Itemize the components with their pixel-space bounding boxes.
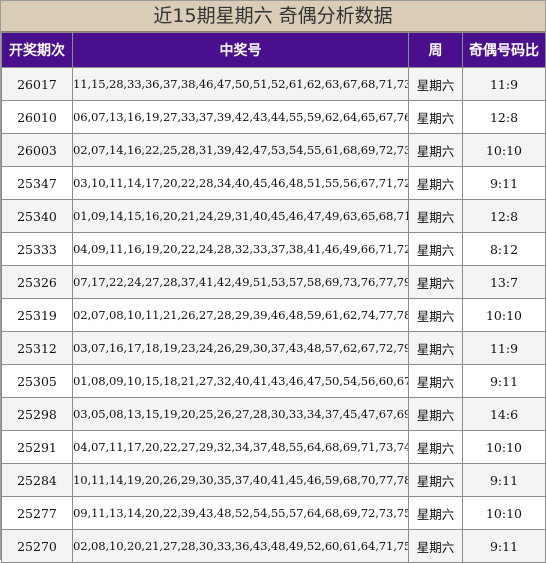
cell-week: 星期六: [408, 331, 463, 365]
cell-ratio: 9:11: [462, 529, 546, 563]
cell-week: 星期六: [408, 166, 463, 200]
table-row: 25326 07,17,22,24,27,28,37,41,42,49,51,53…: [1, 265, 546, 299]
cell-numbers: 04,09,11,16,19,20,22,24,28,32,33,37,38,4…: [72, 232, 409, 266]
cell-numbers: 02,07,14,16,22,25,28,31,39,42,47,53,54,5…: [72, 133, 409, 167]
table-row: 25298 03,05,08,13,15,19,20,25,26,27,28,30…: [1, 397, 546, 431]
cell-period: 25298: [1, 397, 73, 431]
cell-week: 星期六: [408, 364, 463, 398]
cell-ratio: 12:8: [462, 100, 546, 134]
cell-numbers: 10,11,14,19,20,26,29,30,35,37,40,41,45,4…: [72, 463, 409, 497]
table-row: 25333 04,09,11,16,19,20,22,24,28,32,33,37…: [1, 232, 546, 266]
header-week: 周: [408, 32, 463, 68]
cell-week: 星期六: [408, 199, 463, 233]
cell-period: 25312: [1, 331, 73, 365]
cell-period: 25270: [1, 529, 73, 563]
cell-week: 星期六: [408, 232, 463, 266]
cell-period: 25347: [1, 166, 73, 200]
cell-ratio: 10:10: [462, 133, 546, 167]
cell-numbers: 06,07,13,16,19,27,33,37,39,42,43,44,55,5…: [72, 100, 409, 134]
cell-ratio: 10:10: [462, 298, 546, 332]
cell-period: 25277: [1, 496, 73, 530]
cell-week: 星期六: [408, 397, 463, 431]
cell-numbers: 03,07,16,17,18,19,23,24,26,29,30,37,43,4…: [72, 331, 409, 365]
cell-ratio: 12:8: [462, 199, 546, 233]
header-row: 开奖期次 中奖号 周 奇偶号码比: [1, 32, 546, 68]
header-numbers: 中奖号: [72, 32, 409, 68]
cell-period: 25319: [1, 298, 73, 332]
table-row: 26017 11,15,28,33,36,37,38,46,47,50,51,52…: [1, 67, 546, 101]
cell-ratio: 9:11: [462, 166, 546, 200]
cell-period: 25326: [1, 265, 73, 299]
cell-period: 25284: [1, 463, 73, 497]
cell-numbers: 04,07,11,17,20,22,27,29,32,34,37,48,55,6…: [72, 430, 409, 464]
table-row: 25284 10,11,14,19,20,26,29,30,35,37,40,41…: [1, 463, 546, 497]
cell-numbers: 02,07,08,10,11,21,26,27,28,29,39,46,48,5…: [72, 298, 409, 332]
cell-week: 星期六: [408, 496, 463, 530]
cell-numbers: 07,17,22,24,27,28,37,41,42,49,51,53,57,5…: [72, 265, 409, 299]
cell-numbers: 09,11,13,14,20,22,39,43,48,52,54,55,57,6…: [72, 496, 409, 530]
table-row: 26010 06,07,13,16,19,27,33,37,39,42,43,44…: [1, 100, 546, 134]
table-row: 25319 02,07,08,10,11,21,26,27,28,29,39,46…: [1, 298, 546, 332]
cell-numbers: 03,05,08,13,15,19,20,25,26,27,28,30,33,3…: [72, 397, 409, 431]
cell-ratio: 9:11: [462, 463, 546, 497]
cell-period: 26010: [1, 100, 73, 134]
cell-numbers: 01,09,14,15,16,20,21,24,29,31,40,45,46,4…: [72, 199, 409, 233]
cell-numbers: 02,08,10,20,21,27,28,30,33,36,43,48,49,5…: [72, 529, 409, 563]
cell-week: 星期六: [408, 67, 463, 101]
cell-ratio: 11:9: [462, 67, 546, 101]
cell-period: 25333: [1, 232, 73, 266]
table-row: 25340 01,09,14,15,16,20,21,24,29,31,40,45…: [1, 199, 546, 233]
header-period: 开奖期次: [1, 32, 73, 68]
table-row: 25277 09,11,13,14,20,22,39,43,48,52,54,55…: [1, 496, 546, 530]
cell-ratio: 9:11: [462, 364, 546, 398]
cell-ratio: 11:9: [462, 331, 546, 365]
cell-ratio: 13:7: [462, 265, 546, 299]
cell-numbers: 01,08,09,10,15,18,21,27,32,40,41,43,46,4…: [72, 364, 409, 398]
cell-period: 25291: [1, 430, 73, 464]
table-row: 25291 04,07,11,17,20,22,27,29,32,34,37,48…: [1, 430, 546, 464]
cell-period: 26017: [1, 67, 73, 101]
page-title: 近15期星期六 奇偶分析数据: [1, 1, 545, 32]
table-row: 25305 01,08,09,10,15,18,21,27,32,40,41,43…: [1, 364, 546, 398]
cell-ratio: 8:12: [462, 232, 546, 266]
cell-period: 25305: [1, 364, 73, 398]
cell-ratio: 10:10: [462, 496, 546, 530]
cell-ratio: 14:6: [462, 397, 546, 431]
table-row: 25347 03,10,11,14,17,20,22,28,34,40,45,46…: [1, 166, 546, 200]
cell-numbers: 03,10,11,14,17,20,22,28,34,40,45,46,48,5…: [72, 166, 409, 200]
table-row: 25312 03,07,16,17,18,19,23,24,26,29,30,37…: [1, 331, 546, 365]
cell-week: 星期六: [408, 265, 463, 299]
cell-period: 26003: [1, 133, 73, 167]
cell-week: 星期六: [408, 463, 463, 497]
cell-week: 星期六: [408, 298, 463, 332]
cell-period: 25340: [1, 199, 73, 233]
cell-numbers: 11,15,28,33,36,37,38,46,47,50,51,52,61,6…: [72, 67, 409, 101]
table-row: 26003 02,07,14,16,22,25,28,31,39,42,47,53…: [1, 133, 546, 167]
cell-week: 星期六: [408, 133, 463, 167]
cell-week: 星期六: [408, 529, 463, 563]
header-ratio: 奇偶号码比: [462, 32, 546, 68]
table-row: 25270 02,08,10,20,21,27,28,30,33,36,43,48…: [1, 529, 546, 563]
cell-week: 星期六: [408, 100, 463, 134]
cell-ratio: 10:10: [462, 430, 546, 464]
odd-even-table: 开奖期次 中奖号 周 奇偶号码比 26017 11,15,28,33,36,37,…: [1, 32, 546, 563]
cell-week: 星期六: [408, 430, 463, 464]
